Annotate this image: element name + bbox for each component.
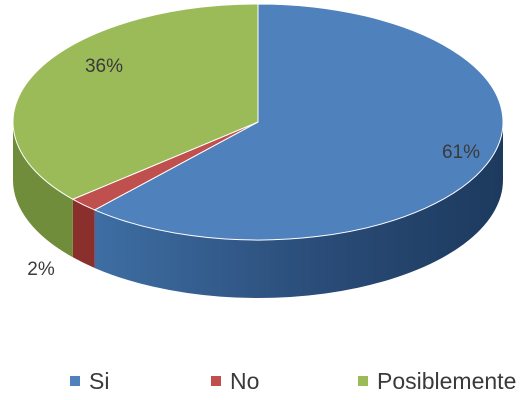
legend-item-si: Si <box>70 366 109 396</box>
pie-slice-si <box>94 3 504 241</box>
legend-label-no: No <box>230 368 260 394</box>
pie-chart-svg: 61% 2% 36% <box>12 3 504 298</box>
data-label-si: 61% <box>442 142 480 163</box>
chart-legend: Si No Posiblemente <box>0 366 523 396</box>
data-label-posiblemente: 36% <box>85 56 123 77</box>
legend-item-no: No <box>211 366 259 396</box>
legend-label-posiblemente: Posiblemente <box>377 368 517 394</box>
legend-item-posiblemente: Posiblemente <box>358 366 516 396</box>
legend-swatch-si <box>70 376 80 386</box>
pie-slice-posiblemente <box>12 3 259 200</box>
legend-label-si: Si <box>89 368 110 394</box>
legend-swatch-posiblemente <box>358 376 368 386</box>
data-label-no: 2% <box>27 259 55 280</box>
pie-side-no <box>72 199 95 268</box>
legend-swatch-no <box>211 376 221 386</box>
pie-side-si <box>94 122 503 298</box>
pie-side-posiblemente <box>13 122 73 258</box>
